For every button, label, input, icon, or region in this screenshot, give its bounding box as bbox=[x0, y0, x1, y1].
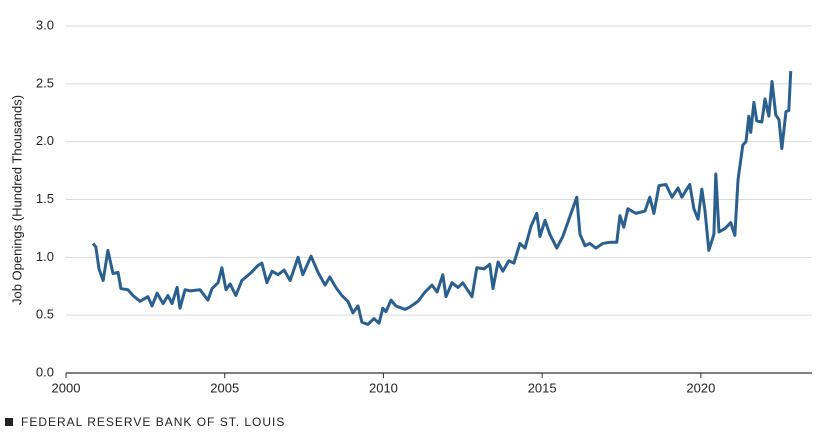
y-tick-label: 2.0 bbox=[36, 133, 54, 148]
x-tick-label: 2015 bbox=[528, 380, 557, 395]
y-tick-label: 2.5 bbox=[36, 75, 54, 90]
x-tick-label: 2000 bbox=[52, 380, 81, 395]
source: FEDERAL RESERVE BANK OF ST. LOUIS bbox=[21, 415, 285, 429]
x-tick-label: 2010 bbox=[369, 380, 398, 395]
data-line bbox=[91, 71, 793, 326]
y-tick-label: 0.0 bbox=[36, 364, 54, 379]
x-tick-label: 2020 bbox=[686, 380, 715, 395]
x-tick-label: 2005 bbox=[210, 380, 239, 395]
y-tick-label: 3.0 bbox=[36, 17, 54, 32]
y-tick-label: 0.5 bbox=[36, 307, 54, 322]
y-tick-label: 1.5 bbox=[36, 191, 54, 206]
y-tick-label: 1.0 bbox=[36, 249, 54, 264]
source-marker bbox=[5, 418, 13, 426]
y-axis-label: Job Openings (Hundred Thousands) bbox=[9, 95, 24, 305]
